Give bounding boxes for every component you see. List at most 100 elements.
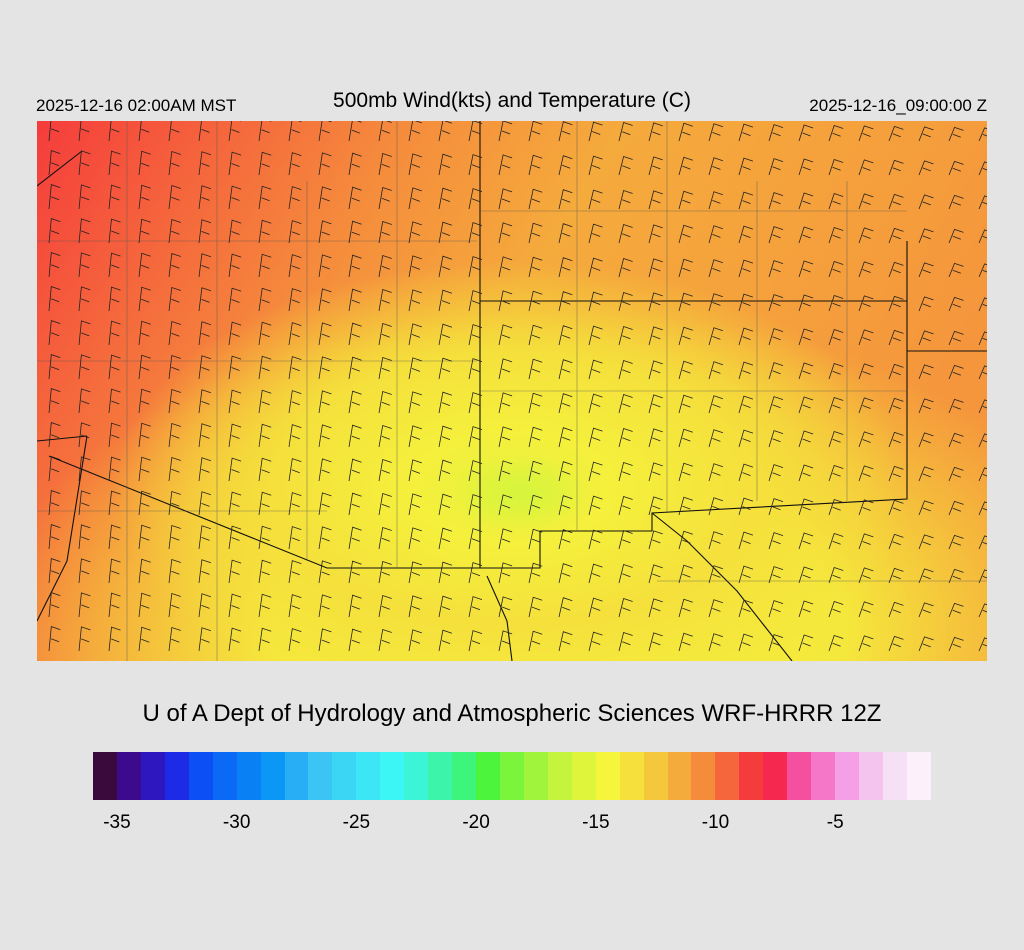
wind-barb xyxy=(288,594,302,618)
wind-barb xyxy=(738,327,754,346)
wind-barb xyxy=(378,492,392,516)
wind-barb xyxy=(768,260,784,278)
wind-barb xyxy=(588,121,603,142)
wind-barb xyxy=(828,532,844,550)
colorbar-tick-label: -25 xyxy=(342,812,371,833)
wind-barb xyxy=(978,365,987,380)
wind-barb xyxy=(918,330,934,346)
wind-barb xyxy=(828,294,844,312)
wind-barb xyxy=(468,392,483,414)
wind-barb xyxy=(588,257,603,278)
wind-barb xyxy=(468,630,483,652)
wind-barb xyxy=(588,393,603,414)
wind-barb xyxy=(858,499,874,516)
wind-barb xyxy=(828,362,844,380)
wind-barb xyxy=(78,354,91,380)
wind-barb xyxy=(558,427,573,448)
wind-barb xyxy=(228,355,242,380)
wind-barb xyxy=(378,458,392,482)
wind-barb xyxy=(348,288,362,312)
wind-barb xyxy=(138,456,151,482)
colorbar-swatch xyxy=(595,752,620,800)
wind-barb xyxy=(108,422,121,448)
wind-barb xyxy=(978,433,987,448)
wind-barb xyxy=(48,558,61,584)
wind-barb xyxy=(978,127,987,142)
colorbar-swatch xyxy=(811,752,836,800)
wind-barb xyxy=(438,121,453,142)
wind-barb xyxy=(768,532,784,550)
wind-barb xyxy=(828,260,844,278)
colorbar-swatch xyxy=(308,752,333,800)
wind-barb xyxy=(288,356,302,380)
colorbar-swatch xyxy=(547,752,572,800)
wind-barb xyxy=(108,354,121,380)
wind-barb xyxy=(528,222,543,244)
wind-barb xyxy=(498,290,513,312)
colorbar-swatch xyxy=(476,752,500,800)
wind-barb xyxy=(498,426,513,448)
wind-barb xyxy=(648,326,663,346)
wind-barb xyxy=(468,324,483,346)
wind-barb xyxy=(858,261,874,278)
wind-barb xyxy=(288,526,302,550)
wind-barb xyxy=(858,295,874,312)
wind-barb xyxy=(48,626,61,652)
wind-barb xyxy=(888,295,904,312)
wind-barb xyxy=(498,358,513,380)
wind-barb xyxy=(78,286,91,312)
wind-barb xyxy=(888,193,904,210)
wind-barb xyxy=(378,152,392,176)
wind-barb xyxy=(408,153,422,176)
wind-barb xyxy=(378,594,392,618)
wind-barb xyxy=(138,252,151,278)
wind-barb xyxy=(798,362,814,380)
wind-barb xyxy=(78,252,91,278)
wind-barb xyxy=(588,495,603,516)
wind-barb xyxy=(108,252,121,278)
wind-barb xyxy=(918,228,934,244)
colorbar-swatch xyxy=(356,752,381,800)
wind-barb xyxy=(828,464,844,482)
wind-barb xyxy=(288,628,302,652)
wind-barb xyxy=(918,568,934,584)
wind-barb xyxy=(408,459,422,482)
wind-barb xyxy=(138,320,151,346)
wind-barb xyxy=(618,393,633,414)
wind-barb xyxy=(468,494,483,516)
wind-barb xyxy=(588,461,603,482)
wind-barb xyxy=(888,465,904,482)
wind-barb xyxy=(678,598,693,618)
wind-barb xyxy=(558,495,573,516)
wind-barb xyxy=(888,397,904,414)
wind-barb xyxy=(408,221,422,244)
wind-barb xyxy=(348,254,362,278)
wind-barb xyxy=(618,291,633,312)
temperature-wind-map xyxy=(37,121,987,661)
wind-barb xyxy=(108,286,121,312)
wind-barb xyxy=(768,430,784,448)
wind-barb xyxy=(888,159,904,176)
wind-barb xyxy=(948,466,964,482)
wind-barb xyxy=(48,218,61,244)
wind-barb xyxy=(318,628,332,652)
colorbar-swatch xyxy=(787,752,812,800)
wind-barb xyxy=(348,526,362,550)
wind-barb xyxy=(168,252,181,278)
wind-barb xyxy=(888,499,904,516)
wind-barb xyxy=(708,157,724,176)
wind-barb xyxy=(498,121,513,142)
wind-barb xyxy=(138,558,151,584)
wind-barb xyxy=(198,559,212,584)
wind-barb xyxy=(48,286,61,312)
colorbar-tick-label: -5 xyxy=(826,812,844,833)
wind-barb xyxy=(528,188,543,210)
wind-barb xyxy=(708,565,724,584)
wind-barb xyxy=(168,354,181,380)
wind-barb xyxy=(948,330,964,346)
wind-barb xyxy=(138,150,151,176)
wind-barb xyxy=(738,429,754,448)
colorbar-swatch xyxy=(332,752,357,800)
wind-barb xyxy=(438,255,453,278)
wind-barb xyxy=(348,186,362,210)
